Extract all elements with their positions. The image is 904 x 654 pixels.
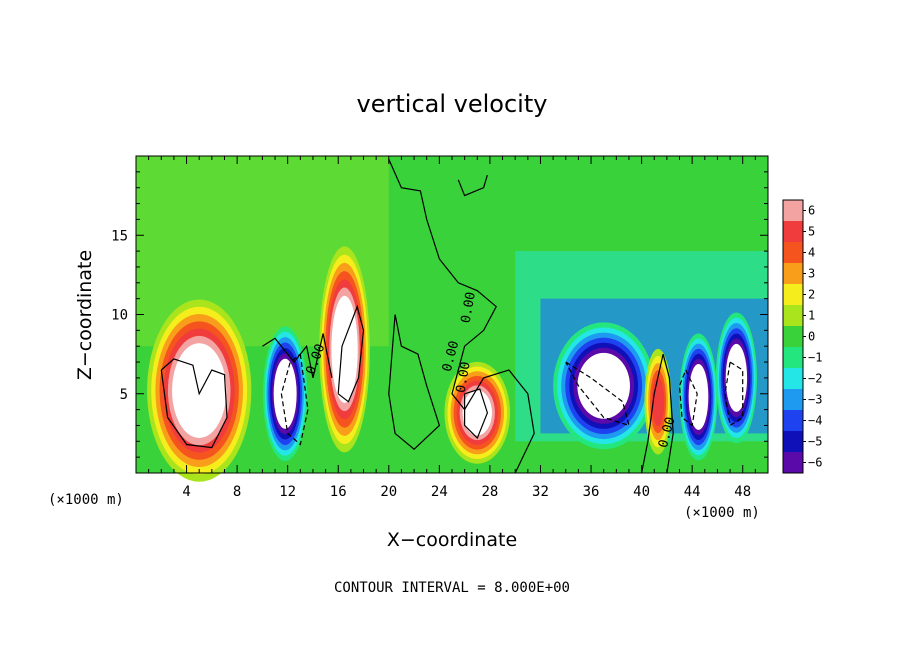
colorbar-label: 0 <box>808 330 815 344</box>
colorbar-swatch <box>783 368 803 390</box>
contour-line <box>641 353 674 474</box>
colorbar-swatch <box>783 263 803 285</box>
colorbar-label: 5 <box>808 225 815 239</box>
y-tick-label: 5 <box>120 387 128 403</box>
x-axis-label: X−coordinate <box>387 529 517 551</box>
cell-core <box>581 357 626 414</box>
x-tick-label: 24 <box>431 484 448 500</box>
colorbar-swatch <box>783 305 803 327</box>
colorbar-label: −6 <box>808 456 822 470</box>
cell-downdraft <box>263 326 308 462</box>
x-tick-label: 12 <box>279 484 296 500</box>
x-tick-label: 8 <box>233 484 241 500</box>
zero-contours <box>160 158 744 474</box>
contour-line <box>464 388 489 440</box>
contour-line-negative <box>724 361 744 427</box>
colorbar-label: −4 <box>808 414 822 428</box>
colorbar-swatch <box>783 242 803 264</box>
x-unit-left: (×1000 m) <box>48 492 124 508</box>
y-tick-label: 10 <box>111 308 128 324</box>
contour-line <box>457 174 488 197</box>
colorbar-swatch <box>783 431 803 453</box>
colorbar-label: 6 <box>808 204 815 218</box>
contour-line <box>388 158 535 474</box>
contour-line-negative <box>280 353 309 446</box>
plot-area: 0.000.000.000.000.00 <box>135 155 769 482</box>
velocity-field <box>136 156 768 482</box>
colorbar-swatch <box>783 200 803 222</box>
colorbar-label: −3 <box>808 393 822 407</box>
x-tick-label: 28 <box>481 484 498 500</box>
x-tick-label: 20 <box>380 484 397 500</box>
contour-line <box>388 314 441 451</box>
colorbar-label: −1 <box>808 351 822 365</box>
x-axis: 4 8 12 16 20 24 28 32 36 40 44 48 <box>148 156 756 500</box>
contour-line <box>337 304 365 403</box>
colorbar-swatch <box>783 452 803 474</box>
cell-downdraft <box>715 312 757 444</box>
colorbar-label: 4 <box>808 246 815 260</box>
contour-line <box>262 333 333 379</box>
x-tick-label: 44 <box>684 484 701 500</box>
colorbar-label: −2 <box>808 372 822 386</box>
cell-core <box>176 350 223 431</box>
colorbar: 6 5 4 3 2 1 0 −1 −2 −3 −4 −5 −6 <box>782 199 822 474</box>
x-unit-right: (×1000 m) <box>684 505 760 521</box>
cell-core <box>275 364 295 424</box>
contour-interval: CONTOUR INTERVAL = 8.000E+00 <box>334 580 570 596</box>
colorbar-label: −5 <box>808 435 822 449</box>
y-axis: 5 10 15 <box>111 171 768 458</box>
colorbar-swatch <box>783 221 803 243</box>
colorbar-swatch <box>783 284 803 306</box>
cell-downdraft <box>553 322 655 450</box>
cell-updraft <box>444 361 511 464</box>
contour-label: 0.00 <box>454 361 474 394</box>
contour-line-negative <box>678 369 698 427</box>
chart-title: vertical velocity <box>357 90 548 118</box>
colorbar-swatch <box>783 326 803 348</box>
cell-updraft <box>644 348 672 455</box>
colorbar-label: 2 <box>808 288 815 302</box>
colorbar-label: 1 <box>808 309 815 323</box>
x-tick-label: 32 <box>532 484 549 500</box>
colorbar-swatch <box>783 410 803 432</box>
contour-line <box>160 358 228 449</box>
x-tick-label: 48 <box>734 484 751 500</box>
y-axis-label: Z−coordinate <box>74 250 96 380</box>
cell-downdraft <box>679 333 718 461</box>
cell-updraft <box>319 246 370 453</box>
x-tick-label: 4 <box>182 484 190 500</box>
colorbar-swatch <box>783 347 803 369</box>
cell-updraft <box>147 299 252 482</box>
y-tick-label: 15 <box>111 228 128 244</box>
x-tick-label: 16 <box>330 484 347 500</box>
contour-line-negative <box>565 361 630 427</box>
colorbar-label: 3 <box>808 267 815 281</box>
x-tick-label: 36 <box>583 484 600 500</box>
cell-core <box>690 369 707 425</box>
x-tick-label: 40 <box>633 484 650 500</box>
contour-label: 0.00 <box>459 291 479 324</box>
colorbar-swatch <box>783 389 803 411</box>
